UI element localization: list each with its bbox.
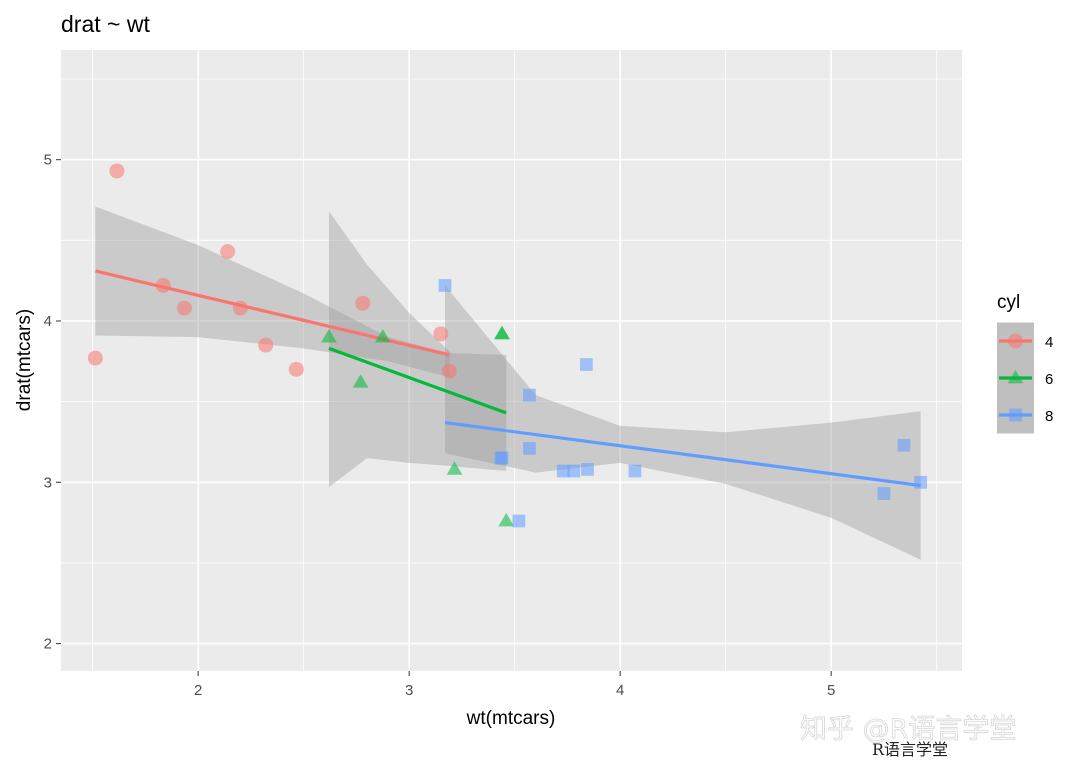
watermark-text: 知乎 @R语言学堂 bbox=[800, 714, 1016, 745]
data-point-cyl-8 bbox=[897, 438, 911, 452]
data-point-cyl-6 bbox=[446, 461, 463, 475]
confidence-band-cyl-6 bbox=[328, 211, 507, 488]
data-point-cyl-8 bbox=[523, 388, 536, 402]
y-axis-title: drat(mtcars) bbox=[14, 309, 35, 411]
data-point-cyl-6 bbox=[374, 329, 391, 343]
major-gridlines bbox=[61, 50, 962, 671]
legend-key-symbol-square bbox=[1009, 408, 1022, 422]
legend-label-cyl-6: 6 bbox=[1045, 371, 1053, 388]
x-tick-label: 3 bbox=[405, 682, 413, 699]
legend-key-symbol-triangle bbox=[1007, 369, 1024, 384]
data-point-cyl-8 bbox=[523, 442, 536, 455]
data-point-cyl-4 bbox=[109, 163, 125, 179]
x-axis-ticks: 2 3 4 5 bbox=[194, 671, 835, 699]
y-axis-ticks: 2 3 4 5 bbox=[44, 152, 61, 653]
data-point-cyl-4 bbox=[87, 350, 103, 366]
chart-title: drat ~ wt bbox=[61, 11, 150, 37]
legend-label-cyl-4: 4 bbox=[1045, 334, 1053, 351]
watermark-subtext: R语言学堂 bbox=[872, 740, 948, 759]
data-points bbox=[87, 163, 928, 528]
y-tick-label: 4 bbox=[44, 313, 52, 330]
legend-keys: 4 6 8 bbox=[997, 322, 1053, 434]
data-point-cyl-8 bbox=[628, 464, 642, 478]
data-point-cyl-8 bbox=[438, 279, 452, 292]
data-point-cyl-8 bbox=[914, 475, 928, 489]
data-point-cyl-8 bbox=[567, 464, 581, 478]
data-point-cyl-4 bbox=[220, 244, 236, 260]
y-tick-label: 3 bbox=[44, 474, 52, 491]
data-point-cyl-4 bbox=[288, 361, 304, 377]
regression-line-cyl-8 bbox=[444, 421, 921, 488]
data-point-cyl-4 bbox=[441, 363, 457, 379]
data-point-cyl-4 bbox=[176, 300, 192, 316]
data-point-cyl-8 bbox=[581, 463, 594, 476]
data-point-cyl-6 bbox=[498, 512, 515, 527]
plot-panel bbox=[61, 50, 962, 671]
data-point-cyl-4 bbox=[433, 326, 449, 342]
minor-gridlines bbox=[61, 50, 962, 671]
x-tick-label: 5 bbox=[827, 682, 835, 699]
legend-label-cyl-8: 8 bbox=[1045, 408, 1053, 425]
data-point-cyl-8 bbox=[877, 487, 891, 500]
regression-lines bbox=[95, 269, 921, 488]
legend: cyl 4 6 8 bbox=[997, 292, 1053, 434]
legend-title: cyl bbox=[997, 292, 1020, 313]
confidence-band-cyl-8 bbox=[445, 285, 921, 560]
regression-line-cyl-6 bbox=[328, 346, 507, 415]
x-tick-label: 2 bbox=[194, 682, 202, 699]
y-tick-label: 5 bbox=[44, 152, 52, 169]
data-point-cyl-4 bbox=[355, 295, 371, 311]
legend-key-symbol-circle bbox=[1008, 333, 1023, 349]
data-point-cyl-6 bbox=[494, 325, 510, 340]
data-point-cyl-6 bbox=[321, 329, 337, 343]
data-point-cyl-8 bbox=[494, 451, 508, 465]
data-point-cyl-4 bbox=[258, 337, 274, 353]
x-tick-label: 4 bbox=[616, 682, 624, 699]
x-axis-title: wt(mtcars) bbox=[466, 708, 556, 729]
regression-line-cyl-4 bbox=[95, 269, 450, 357]
data-point-cyl-8 bbox=[512, 514, 526, 528]
data-point-cyl-4 bbox=[232, 300, 248, 316]
data-point-cyl-8 bbox=[556, 464, 570, 478]
data-point-cyl-4 bbox=[155, 277, 171, 293]
data-point-cyl-8 bbox=[580, 358, 593, 371]
data-point-cyl-6 bbox=[352, 374, 369, 388]
y-tick-label: 2 bbox=[44, 636, 52, 653]
